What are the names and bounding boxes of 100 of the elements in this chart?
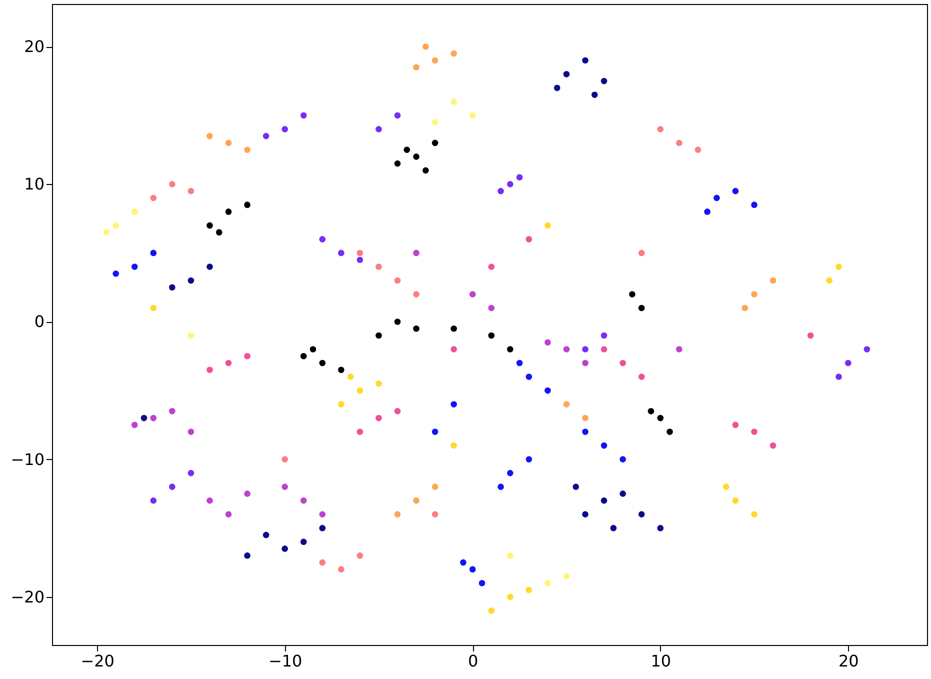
point	[469, 291, 476, 298]
point	[751, 428, 758, 435]
point	[488, 607, 495, 614]
point	[732, 422, 739, 428]
point	[544, 339, 551, 346]
point	[544, 580, 551, 586]
point	[356, 250, 364, 256]
point	[657, 524, 664, 532]
point	[450, 401, 457, 408]
point	[600, 442, 608, 449]
point	[751, 291, 758, 298]
point	[498, 188, 504, 194]
point	[469, 112, 476, 119]
point	[319, 511, 326, 518]
point	[112, 222, 120, 229]
point	[422, 167, 429, 174]
x-tick-label: −20	[80, 652, 114, 670]
point	[413, 154, 420, 160]
point	[394, 277, 401, 284]
point	[169, 284, 176, 291]
point	[319, 524, 326, 532]
point	[516, 360, 523, 366]
point	[169, 484, 176, 490]
point	[310, 346, 316, 352]
point	[206, 222, 213, 229]
point	[262, 132, 270, 140]
point	[629, 291, 636, 298]
point	[836, 264, 842, 270]
point	[600, 332, 608, 339]
point	[732, 497, 739, 504]
point	[563, 401, 570, 408]
point	[600, 497, 608, 504]
point	[356, 428, 364, 435]
point	[300, 497, 307, 504]
y-tick-label: 0	[34, 312, 44, 332]
point	[376, 380, 382, 387]
point	[356, 552, 364, 559]
point	[450, 442, 457, 449]
y-tick-label: −20	[10, 587, 44, 606]
point	[432, 140, 438, 146]
point	[563, 573, 570, 580]
point	[300, 538, 307, 545]
point	[244, 202, 250, 208]
point	[338, 250, 344, 256]
point	[300, 352, 307, 360]
point	[648, 408, 654, 414]
y-tick-label: −10	[10, 450, 44, 469]
point	[413, 64, 420, 70]
point	[282, 456, 288, 462]
point	[506, 181, 514, 188]
point	[591, 92, 598, 98]
point	[319, 559, 326, 566]
point	[188, 277, 194, 284]
point	[376, 264, 382, 270]
point	[657, 414, 664, 422]
point	[206, 366, 213, 374]
point	[188, 428, 194, 435]
point	[600, 78, 608, 84]
point	[526, 236, 532, 242]
point	[478, 580, 486, 586]
point	[376, 414, 382, 422]
point	[676, 140, 682, 146]
point	[488, 264, 495, 270]
point	[807, 332, 814, 339]
point	[206, 497, 213, 504]
point	[582, 360, 588, 366]
point	[376, 332, 382, 339]
point	[620, 490, 626, 497]
point	[394, 318, 401, 325]
point	[582, 57, 588, 64]
point	[582, 511, 588, 518]
point	[704, 208, 710, 215]
point	[572, 484, 580, 490]
point	[103, 229, 110, 236]
point	[338, 401, 344, 408]
point	[544, 222, 551, 229]
point	[188, 188, 194, 194]
point	[488, 304, 495, 312]
point	[356, 387, 364, 394]
x-tick-label: 20	[838, 652, 859, 670]
point	[244, 552, 250, 559]
point	[282, 126, 288, 132]
point	[836, 374, 842, 380]
point	[422, 43, 429, 50]
point	[131, 264, 138, 270]
point	[432, 511, 438, 518]
point	[526, 456, 532, 462]
point	[394, 160, 401, 167]
point	[244, 352, 250, 360]
point	[150, 304, 157, 312]
x-tick-label: 0	[468, 652, 478, 670]
point	[150, 497, 157, 504]
point	[262, 532, 270, 538]
point	[282, 546, 288, 552]
point	[394, 408, 401, 414]
point	[131, 422, 138, 428]
point	[188, 470, 194, 476]
point	[638, 304, 645, 312]
point	[394, 511, 401, 518]
point	[610, 524, 617, 532]
